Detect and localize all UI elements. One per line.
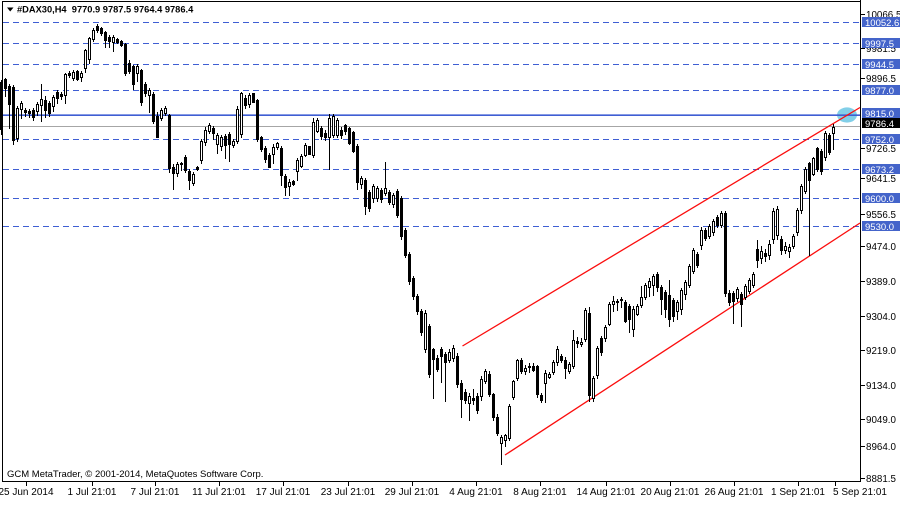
- svg-text:#DAX30,H4 9770.9 9787.5 9764.: #DAX30,H4 9770.9 9787.5 9764.4 9786.4: [17, 5, 194, 15]
- svg-text:10066.5: 10066.5: [866, 10, 900, 21]
- svg-text:25 Jun 2014: 25 Jun 2014: [0, 487, 54, 498]
- svg-text:8 Aug 21:01: 8 Aug 21:01: [513, 487, 567, 498]
- svg-text:26 Aug 21:01: 26 Aug 21:01: [705, 487, 764, 498]
- svg-text:9600.0: 9600.0: [865, 194, 894, 205]
- svg-text:10052.6: 10052.6: [865, 18, 899, 29]
- svg-text:9997.5: 9997.5: [865, 39, 894, 50]
- svg-text:9530.0: 9530.0: [865, 222, 894, 233]
- svg-text:8881.5: 8881.5: [866, 474, 897, 485]
- svg-text:9304.0: 9304.0: [866, 312, 897, 323]
- svg-text:9786.4: 9786.4: [865, 119, 894, 130]
- svg-text:9896.5: 9896.5: [866, 74, 897, 85]
- svg-text:9219.0: 9219.0: [866, 346, 897, 357]
- svg-text:23 Jul 21:01: 23 Jul 21:01: [321, 487, 376, 498]
- svg-text:9752.0: 9752.0: [865, 135, 894, 146]
- svg-text:8964.0: 8964.0: [866, 442, 897, 453]
- svg-text:11 Jul 21:01: 11 Jul 21:01: [192, 487, 246, 498]
- svg-text:9134.0: 9134.0: [866, 381, 897, 392]
- svg-text:1 Sep 21:01: 1 Sep 21:01: [771, 487, 825, 498]
- svg-text:9049.0: 9049.0: [866, 415, 897, 426]
- svg-text:9389.0: 9389.0: [866, 277, 897, 288]
- svg-text:7 Jul 21:01: 7 Jul 21:01: [131, 487, 180, 498]
- svg-text:4 Aug 21:01: 4 Aug 21:01: [449, 487, 503, 498]
- svg-text:1 Jul 21:01: 1 Jul 21:01: [68, 487, 117, 498]
- svg-text:17 Jul 21:01: 17 Jul 21:01: [256, 487, 311, 498]
- svg-text:GCM MetaTrader, © 2001-2014, M: GCM MetaTrader, © 2001-2014, MetaQuotes …: [7, 469, 263, 480]
- svg-text:9641.5: 9641.5: [866, 174, 897, 185]
- svg-text:20 Aug 21:01: 20 Aug 21:01: [641, 487, 700, 498]
- svg-text:29 Jul 21:01: 29 Jul 21:01: [385, 487, 440, 498]
- svg-text:9981.5: 9981.5: [866, 44, 897, 55]
- svg-text:9815.0: 9815.0: [865, 109, 894, 120]
- svg-text:9877.0: 9877.0: [865, 86, 894, 97]
- svg-text:9673.2: 9673.2: [865, 165, 894, 176]
- svg-text:9556.5: 9556.5: [866, 210, 897, 221]
- svg-text:14 Aug 21:01: 14 Aug 21:01: [577, 487, 636, 498]
- svg-text:9944.5: 9944.5: [865, 60, 894, 71]
- svg-text:9726.5: 9726.5: [866, 144, 897, 155]
- svg-text:9474.0: 9474.0: [866, 242, 897, 253]
- svg-text:5 Sep 21:01: 5 Sep 21:01: [833, 487, 887, 498]
